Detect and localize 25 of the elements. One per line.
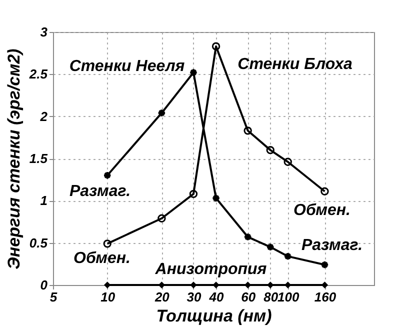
x-tick-label: 160 bbox=[314, 290, 337, 304]
x-tick-label: 100 bbox=[278, 290, 300, 304]
y-tick-label: 1 bbox=[40, 193, 48, 208]
x-tick-label: 30 bbox=[186, 290, 202, 304]
y-tick-label: 2 bbox=[39, 108, 48, 124]
x-axis-title: Толщина (нм) bbox=[156, 306, 272, 326]
annotation: Стенки Блоха bbox=[238, 56, 352, 73]
x-tick-label: 60 bbox=[241, 290, 256, 304]
annotation: Размаг. bbox=[69, 183, 131, 200]
y-axis-title: Энергия стенки (эрг/см2) bbox=[4, 48, 24, 270]
x-tick-label: 20 bbox=[154, 290, 170, 304]
annotation: Анизотропия bbox=[154, 261, 268, 278]
x-tick-label: 5 bbox=[50, 290, 58, 304]
y-tick-label: 0.5 bbox=[29, 235, 48, 250]
annotation: Размаг. bbox=[301, 237, 363, 254]
y-tick-label: 0 bbox=[40, 278, 48, 292]
y-tick-label: 1.5 bbox=[29, 151, 48, 166]
annotation: Обмен. bbox=[294, 202, 350, 219]
x-tick-label: 80 bbox=[264, 290, 279, 304]
annotation: Стенки Нееля bbox=[69, 58, 186, 75]
y-tick-label: 2.5 bbox=[28, 66, 48, 82]
x-tick-label: 40 bbox=[208, 290, 225, 304]
y-tick-label: 3 bbox=[40, 24, 48, 40]
x-tick-label: 10 bbox=[100, 290, 116, 304]
annotation: Обмен. bbox=[74, 250, 130, 267]
